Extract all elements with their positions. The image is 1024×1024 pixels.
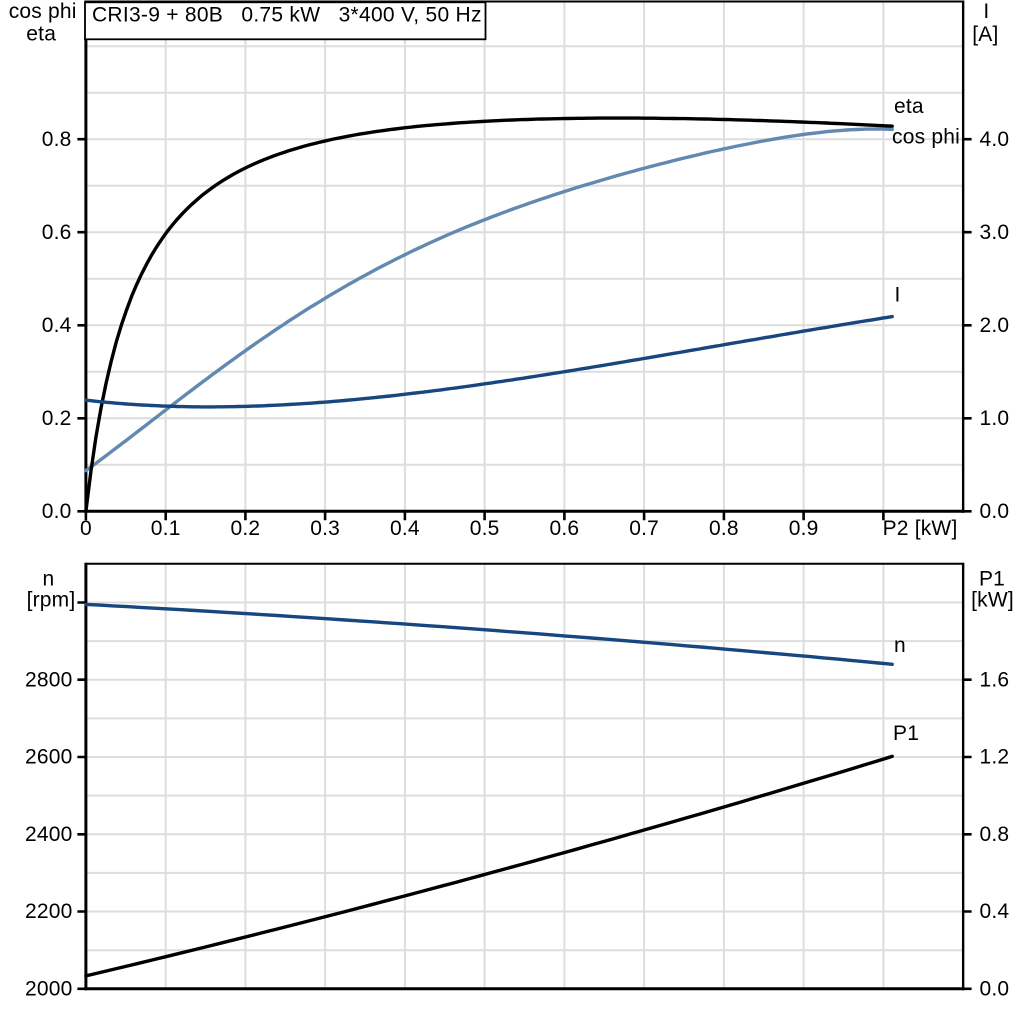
svg-text:0.4: 0.4 [980,900,1010,923]
svg-text:0.4: 0.4 [390,517,420,540]
svg-text:0.0: 0.0 [42,500,72,523]
svg-text:I: I [983,0,989,23]
svg-text:0.0: 0.0 [980,500,1010,523]
svg-text:1.2: 1.2 [980,746,1010,769]
svg-text:0.8: 0.8 [709,517,739,540]
svg-text:0.8: 0.8 [42,128,72,151]
svg-text:0.0: 0.0 [980,978,1010,1001]
svg-text:0.3: 0.3 [310,517,340,540]
svg-text:0.6: 0.6 [550,517,580,540]
svg-text:2800: 2800 [25,668,73,691]
svg-text:cos phi: cos phi [9,0,77,23]
svg-text:2200: 2200 [25,900,73,923]
svg-text:0.1: 0.1 [151,517,181,540]
svg-text:4.0: 4.0 [980,128,1010,151]
svg-text:2400: 2400 [25,823,73,846]
svg-text:3.0: 3.0 [980,221,1010,244]
svg-text:0.2: 0.2 [42,407,72,430]
svg-text:0.8: 0.8 [980,823,1010,846]
svg-text:2600: 2600 [25,746,73,769]
svg-text:[A]: [A] [972,23,998,46]
svg-text:2000: 2000 [25,978,73,1001]
svg-text:1.0: 1.0 [980,407,1010,430]
svg-text:0: 0 [80,517,92,540]
svg-text:n: n [894,634,906,657]
svg-text:n: n [43,567,55,590]
svg-text:CRI3-9 + 80B 0.75 kW 3*400: CRI3-9 + 80B 0.75 kW 3*400 V, 50 Hz [92,4,482,27]
svg-text:1.6: 1.6 [980,668,1010,691]
svg-text:2.0: 2.0 [980,314,1010,337]
svg-text:0.9: 0.9 [789,517,819,540]
svg-text:0.7: 0.7 [629,517,659,540]
svg-text:0.2: 0.2 [231,517,261,540]
svg-text:0.6: 0.6 [42,221,72,244]
svg-text:eta: eta [26,23,56,46]
svg-text:P1: P1 [979,567,1005,590]
svg-text:P2 [kW]: P2 [kW] [883,517,958,540]
svg-text:P1: P1 [893,722,919,745]
svg-text:[kW]: [kW] [971,588,1014,611]
svg-text:cos phi: cos phi [892,126,960,149]
svg-text:0.4: 0.4 [42,314,72,337]
svg-text:[rpm]: [rpm] [27,588,76,611]
svg-text:0.5: 0.5 [470,517,500,540]
svg-text:eta: eta [894,95,924,118]
svg-text:I: I [895,284,901,307]
